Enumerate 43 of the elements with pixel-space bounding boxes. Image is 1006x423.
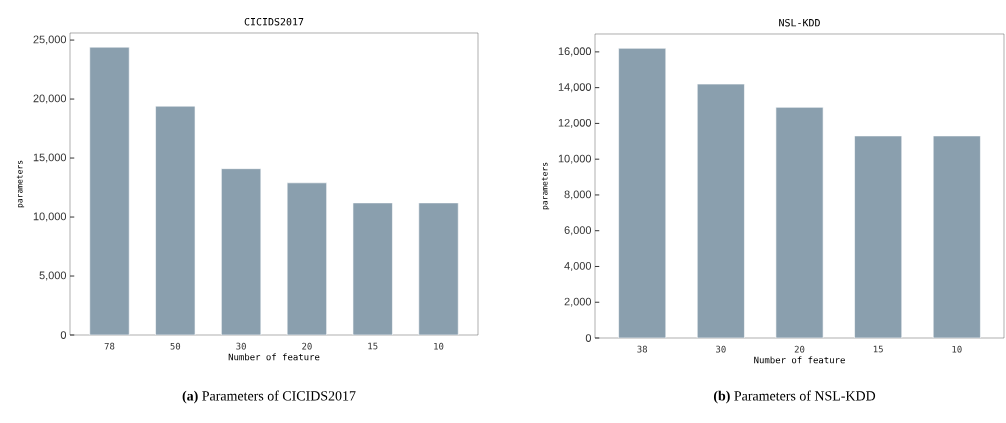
y-tick-label: 16,000 (558, 47, 592, 57)
x-tick-label: 30 (716, 345, 726, 353)
bar (418, 202, 459, 335)
bar (854, 135, 903, 338)
y-tick-label: 12,000 (558, 118, 592, 128)
x-tick-label: 50 (170, 342, 181, 350)
x-tick-label: 78 (104, 342, 115, 350)
y-tick-label: 15,000 (33, 153, 67, 163)
chart-title: CICIDS2017 (244, 17, 304, 26)
x-tick-label: 15 (368, 342, 378, 350)
x-axis-title: Number of feature (228, 353, 320, 361)
bar (155, 105, 196, 335)
y-tick-label: 0 (60, 331, 67, 339)
y-tick-label: 25,000 (33, 35, 67, 45)
bar (775, 107, 824, 338)
bar (696, 83, 745, 338)
bar (352, 202, 393, 335)
x-tick-label: 10 (952, 345, 962, 353)
x-tick-label: 10 (434, 342, 444, 350)
bar (286, 182, 327, 335)
x-axis-title: Number of feature (754, 356, 845, 364)
x-tick-label: 30 (236, 342, 246, 350)
bar (618, 48, 667, 338)
y-tick-label: 4,000 (564, 261, 592, 271)
y-tick-label: 10,000 (33, 212, 67, 222)
y-tick-label: 6,000 (564, 226, 592, 236)
y-tick-label: 14,000 (558, 83, 592, 93)
chart-title: NSL-KDD (779, 18, 820, 27)
y-tick-label: 2,000 (564, 297, 592, 307)
bar (932, 135, 981, 338)
y-tick-label: 5,000 (39, 271, 67, 281)
x-tick-label: 20 (794, 345, 805, 353)
text: (a) Parameters of CICIDS2017 (182, 390, 356, 404)
bar (89, 46, 130, 335)
x-tick-label: 20 (302, 342, 312, 350)
y-tick-label: 0 (585, 334, 592, 342)
x-tick-label: 38 (637, 345, 648, 353)
x-tick-label: 15 (873, 345, 883, 353)
y-tick-label: 20,000 (33, 94, 67, 104)
text: (b) Parameters of NSL-KDD (713, 390, 876, 404)
y-tick-label: 10,000 (558, 154, 592, 164)
bar (221, 168, 262, 335)
y-tick-label: 8,000 (564, 190, 592, 200)
